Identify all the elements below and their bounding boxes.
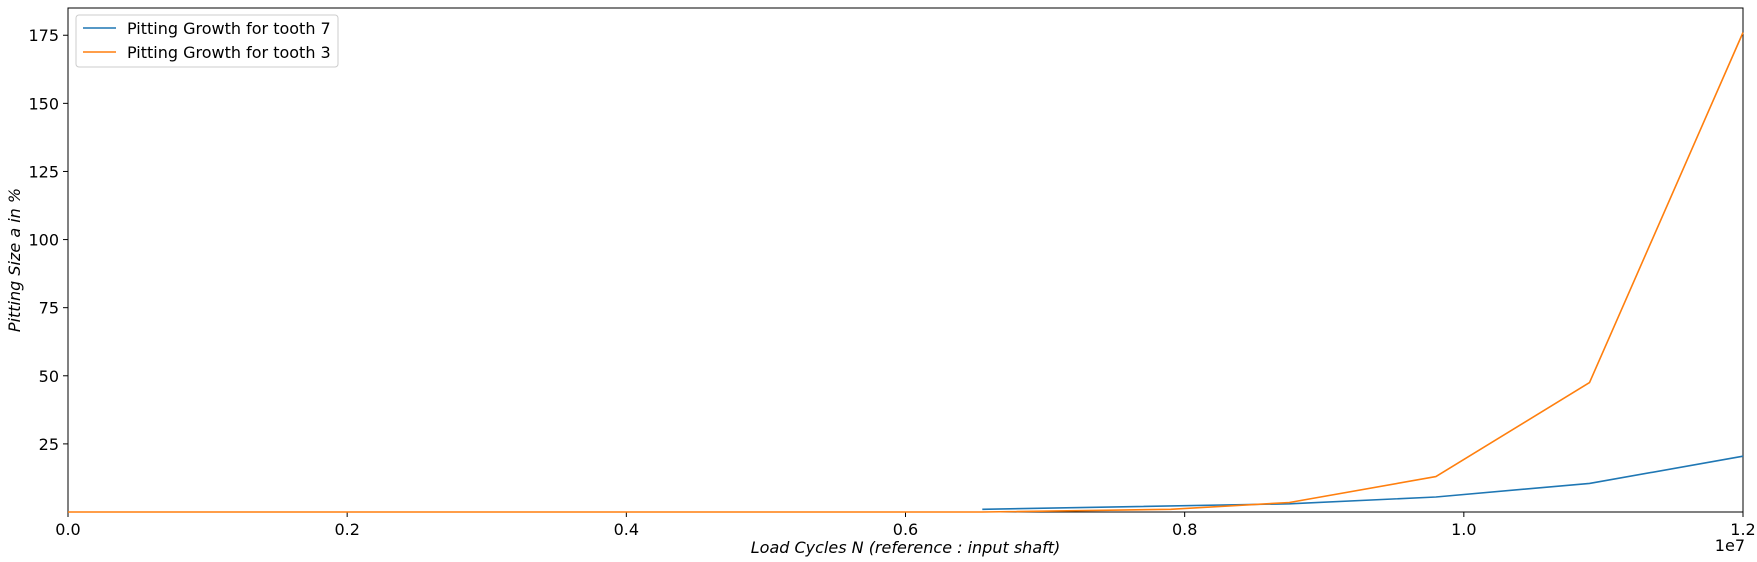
series-line-tooth-7 — [982, 455, 1744, 511]
x-tick-label: 0.2 — [334, 520, 359, 539]
y-tick-label: 100 — [28, 231, 59, 250]
y-tick-label: 25 — [39, 435, 59, 454]
legend-box — [75, 14, 339, 68]
series-lines — [68, 32, 1744, 513]
y-tick-label: 75 — [39, 299, 59, 318]
plot-frame — [67, 7, 1744, 513]
y-tick-label: 175 — [28, 26, 59, 45]
x-tick-label: 0.8 — [1172, 520, 1197, 539]
legend-label-tooth-7: Pitting Growth for tooth 7 — [127, 19, 331, 38]
y-axis: 25 50 75 100 125 150 175 — [28, 26, 68, 454]
y-tick-label: 50 — [39, 367, 59, 386]
series-line-tooth-3 — [68, 32, 1744, 513]
plot-area: 0.0 0.2 0.4 0.6 0.8 1.0 1.2 25 50 75 100 125 150 175 — [28, 7, 1756, 539]
x-tick-label: 0.0 — [55, 520, 80, 539]
legend: Pitting Growth for tooth 7 Pitting Growt… — [75, 14, 339, 68]
x-tick-label: 1.2 — [1730, 520, 1755, 539]
x-tick-label: 1.0 — [1451, 520, 1476, 539]
x-axis: 0.0 0.2 0.4 0.6 0.8 1.0 1.2 — [55, 512, 1756, 539]
x-tick-label: 0.4 — [614, 520, 639, 539]
x-axis-offset-label: 1e7 — [1715, 536, 1745, 555]
y-tick-label: 125 — [28, 162, 59, 181]
legend-label-tooth-3: Pitting Growth for tooth 3 — [127, 43, 331, 62]
x-axis-label: Load Cycles N (reference : input shaft) — [751, 538, 1061, 557]
y-axis-label: Pitting Size a in % — [5, 188, 24, 332]
x-tick-label: 0.6 — [893, 520, 918, 539]
y-tick-label: 150 — [28, 94, 59, 113]
